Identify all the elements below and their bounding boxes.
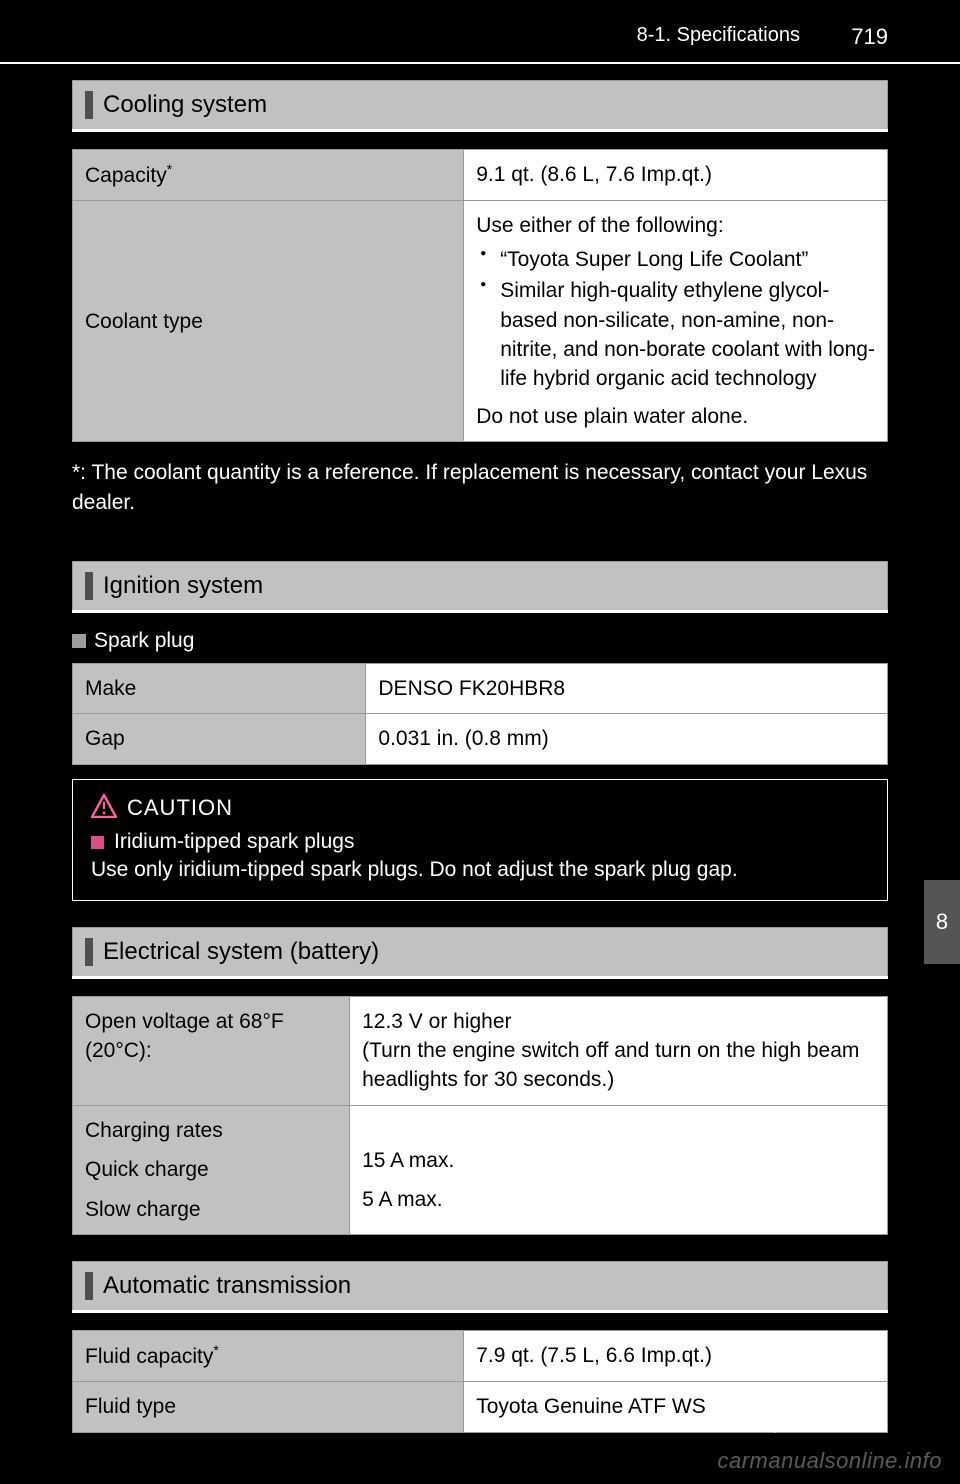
quick-charge-label: Quick charge [85,1155,337,1184]
spark-plug-subtitle: Spark plug [72,629,888,653]
watermark: carmanualsonline.info [717,1448,942,1474]
make-label: Make [73,663,366,713]
square-bullet-icon [91,836,104,849]
side-tab-number: 8 [936,909,948,935]
header-underline [72,129,888,132]
header-underline [72,976,888,979]
fluid-capacity-asterisk: * [213,1342,218,1358]
table-row: Charging rates Quick charge Slow charge … [73,1105,888,1234]
voltage-value: 12.3 V or higher (Turn the engine switch… [350,996,888,1105]
gap-label: Gap [73,714,366,764]
side-tab[interactable]: 8 [924,880,960,964]
top-rule [0,62,960,64]
chapter-number: 8 [665,1410,677,1433]
fluid-capacity-value: 7.9 qt. (7.5 L, 6.6 Imp.qt.) [464,1331,888,1382]
table-row: Open voltage at 68°F (20°C): 12.3 V or h… [73,996,888,1105]
header-underline [72,610,888,613]
make-value: DENSO FK20HBR8 [366,663,888,713]
slow-charge-label: Slow charge [85,1195,337,1224]
fluid-capacity-label-cell: Fluid capacity* [73,1331,464,1382]
ignition-header: Ignition system [72,561,888,610]
fluid-type-label: Fluid type [73,1382,464,1432]
charging-label-cell: Charging rates Quick charge Slow charge [73,1105,350,1234]
cooling-title: Cooling system [103,91,267,119]
voltage-label: Open voltage at 68°F (20°C): [73,996,350,1105]
gap-value: 0.031 in. (0.8 mm) [366,714,888,764]
spark-plug-label: Spark plug [94,629,194,652]
header-underline [72,1310,888,1313]
spacer [362,1116,875,1146]
table-row: Gap 0.031 in. (0.8 mm) [73,714,888,764]
transmission-header: Automatic transmission [72,1261,888,1310]
header-accent-bar [85,1272,93,1300]
caution-sub: Iridium-tipped spark plugs [91,830,869,854]
chapter-title: Vehicle specifications [688,1410,888,1433]
header-accent-bar [85,91,93,119]
header-accent-bar [85,938,93,966]
coolant-item-2: Similar high-quality ethylene glycol-bas… [476,276,875,394]
caution-title: CAUTION [127,795,233,821]
cooling-footnote: *: The coolant quantity is a reference. … [72,458,888,517]
cooling-table: Capacity* 9.1 qt. (8.6 L, 7.6 Imp.qt.) C… [72,149,888,442]
square-bullet-icon [72,634,86,648]
coolant-list: “Toyota Super Long Life Coolant” Similar… [476,245,875,394]
coolant-note: Do not use plain water alone. [476,402,875,431]
breadcrumb: 8-1. Specifications [637,24,800,47]
page-number: 719 [851,24,888,50]
electrical-title: Electrical system (battery) [103,938,379,966]
coolant-type-label: Coolant type [73,201,464,442]
capacity-value: 9.1 qt. (8.6 L, 7.6 Imp.qt.) [464,150,888,201]
caution-sub-title: Iridium-tipped spark plugs [114,830,354,854]
electrical-table: Open voltage at 68°F (20°C): 12.3 V or h… [72,996,888,1235]
header-accent-bar [85,572,93,600]
charging-header-label: Charging rates [85,1116,337,1145]
page: 719 8-1. Specifications Cooling system C… [0,0,960,1484]
capacity-label: Capacity [85,164,167,187]
voltage-line2: (Turn the engine switch off and turn on … [362,1036,875,1095]
capacity-label-cell: Capacity* [73,150,464,201]
ignition-title: Ignition system [103,572,263,600]
ignition-table: Make DENSO FK20HBR8 Gap 0.031 in. (0.8 m… [72,663,888,765]
voltage-line1: 12.3 V or higher [362,1007,875,1036]
charging-value-cell: 15 A max. 5 A max. [350,1105,888,1234]
coolant-item-1: “Toyota Super Long Life Coolant” [476,245,875,274]
slow-charge-value: 5 A max. [362,1185,875,1214]
table-row: Fluid capacity* 7.9 qt. (7.5 L, 6.6 Imp.… [73,1331,888,1382]
warning-icon [91,794,117,822]
electrical-header: Electrical system (battery) [72,927,888,976]
caution-box: CAUTION Iridium-tipped spark plugs Use o… [72,779,888,901]
table-row: Make DENSO FK20HBR8 [73,663,888,713]
table-row: Capacity* 9.1 qt. (8.6 L, 7.6 Imp.qt.) [73,150,888,201]
transmission-title: Automatic transmission [103,1272,351,1300]
table-row: Coolant type Use either of the following… [73,201,888,442]
fluid-capacity-label: Fluid capacity [85,1345,213,1368]
cooling-header: Cooling system [72,80,888,129]
caution-head: CAUTION [91,794,869,822]
chapter-footer: 8 Vehicle specifications [665,1410,888,1434]
coolant-type-value: Use either of the following: “Toyota Sup… [464,201,888,442]
caution-body: Use only iridium-tipped spark plugs. Do … [91,858,869,882]
capacity-asterisk: * [167,161,172,177]
coolant-intro: Use either of the following: [476,211,875,240]
quick-charge-value: 15 A max. [362,1146,875,1175]
